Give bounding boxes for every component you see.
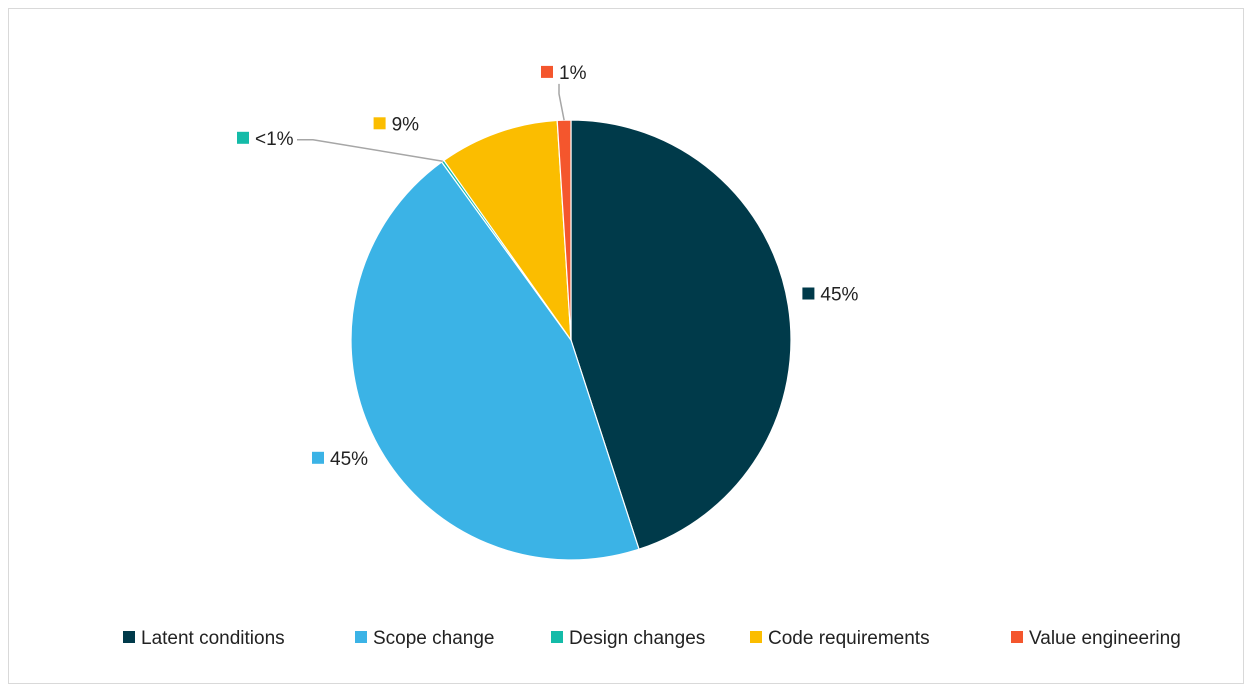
legend-item-value-engineering: Value engineering — [1011, 628, 1181, 649]
label-swatch-value-engineering — [541, 65, 553, 78]
legend-swatch-code-requirements — [750, 631, 762, 643]
data-labels: 45% 45% <1% 9% 1% — [237, 63, 859, 470]
leader-line-design-changes — [297, 139, 443, 162]
slice-scope-change — [350, 161, 640, 561]
legend-label-design-changes: Design changes — [569, 628, 705, 649]
legend-label-scope-change: Scope change — [373, 628, 495, 649]
legend-swatch-design-changes — [551, 631, 563, 643]
legend-item-scope-change: Scope change — [355, 628, 495, 649]
legend-item-code-requirements: Code requirements — [750, 628, 930, 649]
pie-slices — [350, 119, 792, 561]
data-label-scope-change: 45% — [330, 449, 368, 470]
data-label-design-changes: <1% — [255, 129, 294, 150]
legend-item-design-changes: Design changes — [551, 628, 705, 649]
data-label-latent-conditions: 45% — [820, 285, 858, 306]
slice-value-engineering — [556, 119, 572, 341]
label-swatch-scope-change — [312, 451, 324, 464]
legend-swatch-scope-change — [355, 631, 367, 643]
legend-label-value-engineering: Value engineering — [1029, 628, 1181, 649]
legend-swatch-value-engineering — [1011, 631, 1023, 643]
slice-latent-conditions — [570, 119, 792, 550]
legend: Latent conditions Scope change Design chan… — [123, 628, 1181, 649]
legend-label-latent-conditions: Latent conditions — [141, 628, 285, 649]
label-swatch-code-requirements — [373, 117, 386, 130]
data-label-value-engineering: 1% — [559, 63, 587, 84]
slice-code-requirements — [443, 119, 572, 343]
label-swatch-latent-conditions — [802, 287, 815, 300]
data-label-code-requirements: 9% — [392, 114, 420, 135]
legend-swatch-latent-conditions — [123, 631, 135, 643]
label-swatch-design-changes — [237, 131, 249, 144]
legend-item-latent-conditions: Latent conditions — [123, 628, 285, 649]
leader-line-value-engineering — [558, 83, 565, 121]
legend-label-code-requirements: Code requirements — [768, 628, 930, 649]
leader-lines — [297, 83, 565, 162]
